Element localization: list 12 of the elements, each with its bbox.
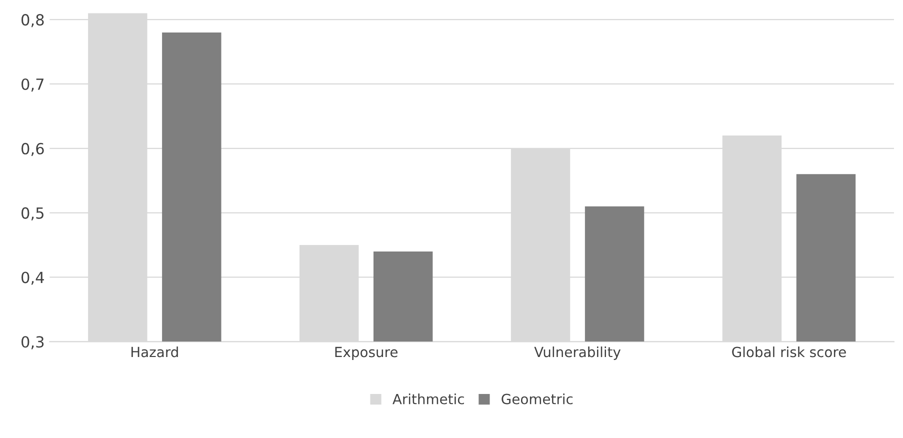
y-tick-label: 0,3 — [22, 336, 44, 350]
x-tick-label: Exposure — [335, 346, 398, 360]
x-tick-label: Global risk score — [732, 346, 846, 358]
y-tick-label: 0,5 — [22, 207, 44, 220]
legend-label: Arithmetic — [392, 394, 464, 404]
y-tick-label: 0,6 — [22, 142, 44, 156]
x-tick-label: Vulnerability — [534, 346, 621, 360]
y-tick-label: 0,7 — [22, 78, 44, 92]
x-tick-label: Hazard — [131, 346, 178, 358]
y-tick-label: 0,8 — [22, 14, 44, 28]
y-tick-label: 0,4 — [22, 272, 44, 285]
legend-label: Geometric — [502, 394, 573, 404]
